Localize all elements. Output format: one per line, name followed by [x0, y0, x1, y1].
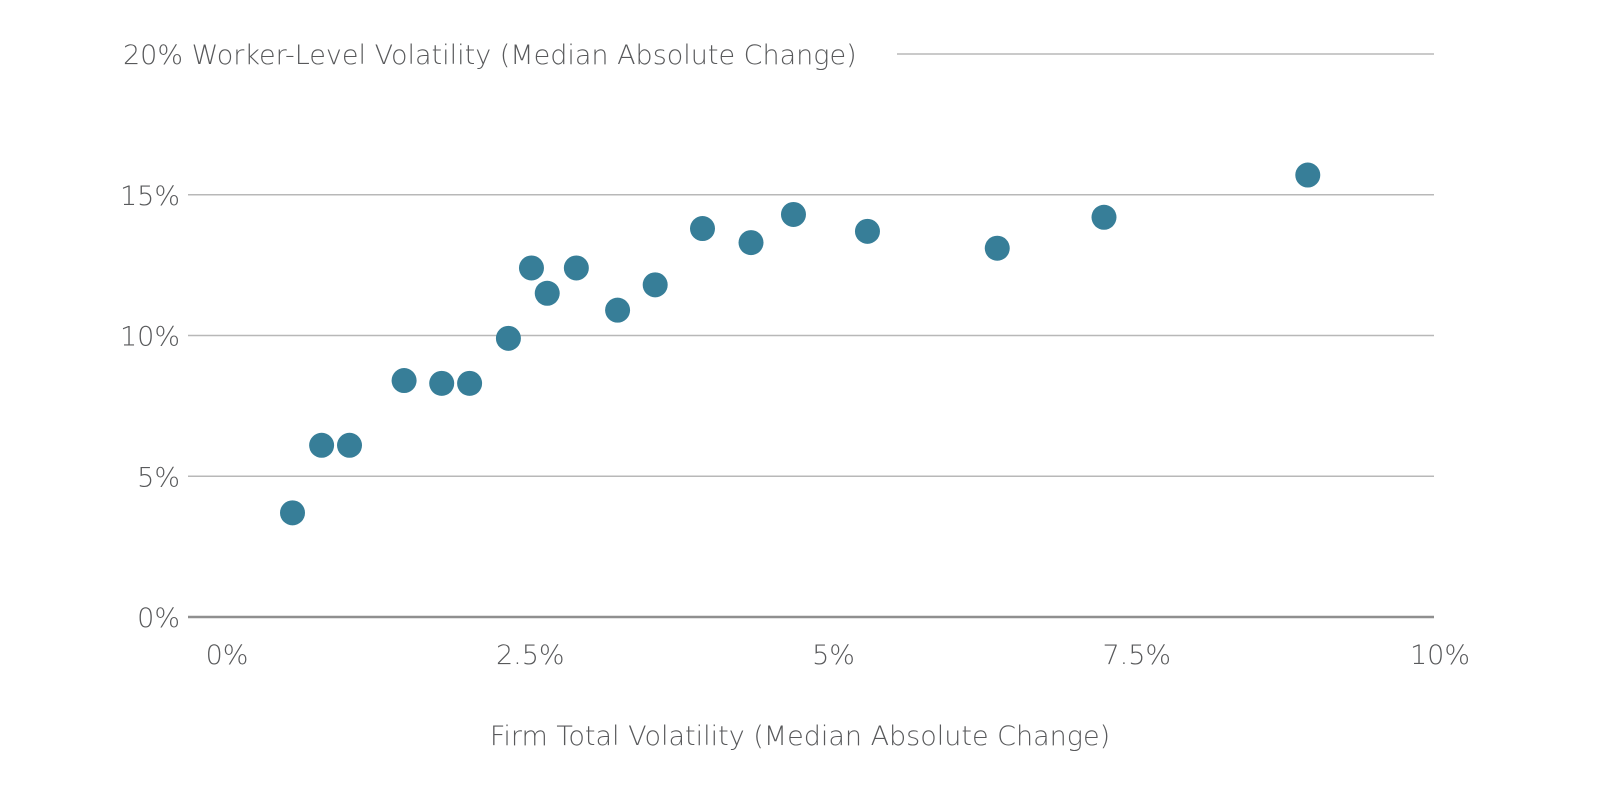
data-point: [391, 368, 417, 394]
y-tick-label: 0%: [137, 603, 180, 634]
data-point: [642, 272, 668, 298]
data-point: [854, 218, 880, 244]
data-points: [280, 162, 1321, 526]
x-tick-label: 5%: [812, 640, 855, 671]
data-point: [605, 297, 631, 323]
x-axis-title: Firm Total Volatility (Median Absolute C…: [490, 721, 1110, 752]
y-axis-title: 20% Worker-Level Volatility (Median Abso…: [123, 40, 857, 71]
data-point: [495, 325, 521, 351]
data-point: [738, 230, 764, 256]
data-point: [518, 255, 544, 281]
data-point: [1295, 162, 1321, 188]
data-point: [337, 432, 363, 458]
gridlines: [188, 53, 1434, 619]
data-point: [780, 201, 806, 227]
y-tick-label: 10%: [120, 322, 180, 353]
data-point: [689, 216, 715, 242]
y-tick-label: 15%: [120, 181, 180, 212]
data-point: [429, 370, 455, 396]
data-point: [280, 500, 306, 526]
y-tick-labels: 0% 5% 10% 15%: [120, 181, 180, 634]
data-point: [984, 235, 1010, 261]
y-tick-label: 5%: [137, 462, 180, 493]
x-tick-label: 2.5%: [496, 640, 565, 671]
data-point: [309, 432, 335, 458]
data-point: [534, 280, 560, 306]
x-tick-label: 0%: [206, 640, 249, 671]
x-tick-labels: 0% 2.5% 5% 7.5% 10%: [206, 640, 1470, 671]
data-point: [1091, 204, 1117, 230]
x-tick-label: 10%: [1410, 640, 1470, 671]
data-point: [563, 255, 589, 281]
data-point: [457, 370, 483, 396]
x-tick-label: 7.5%: [1102, 640, 1171, 671]
